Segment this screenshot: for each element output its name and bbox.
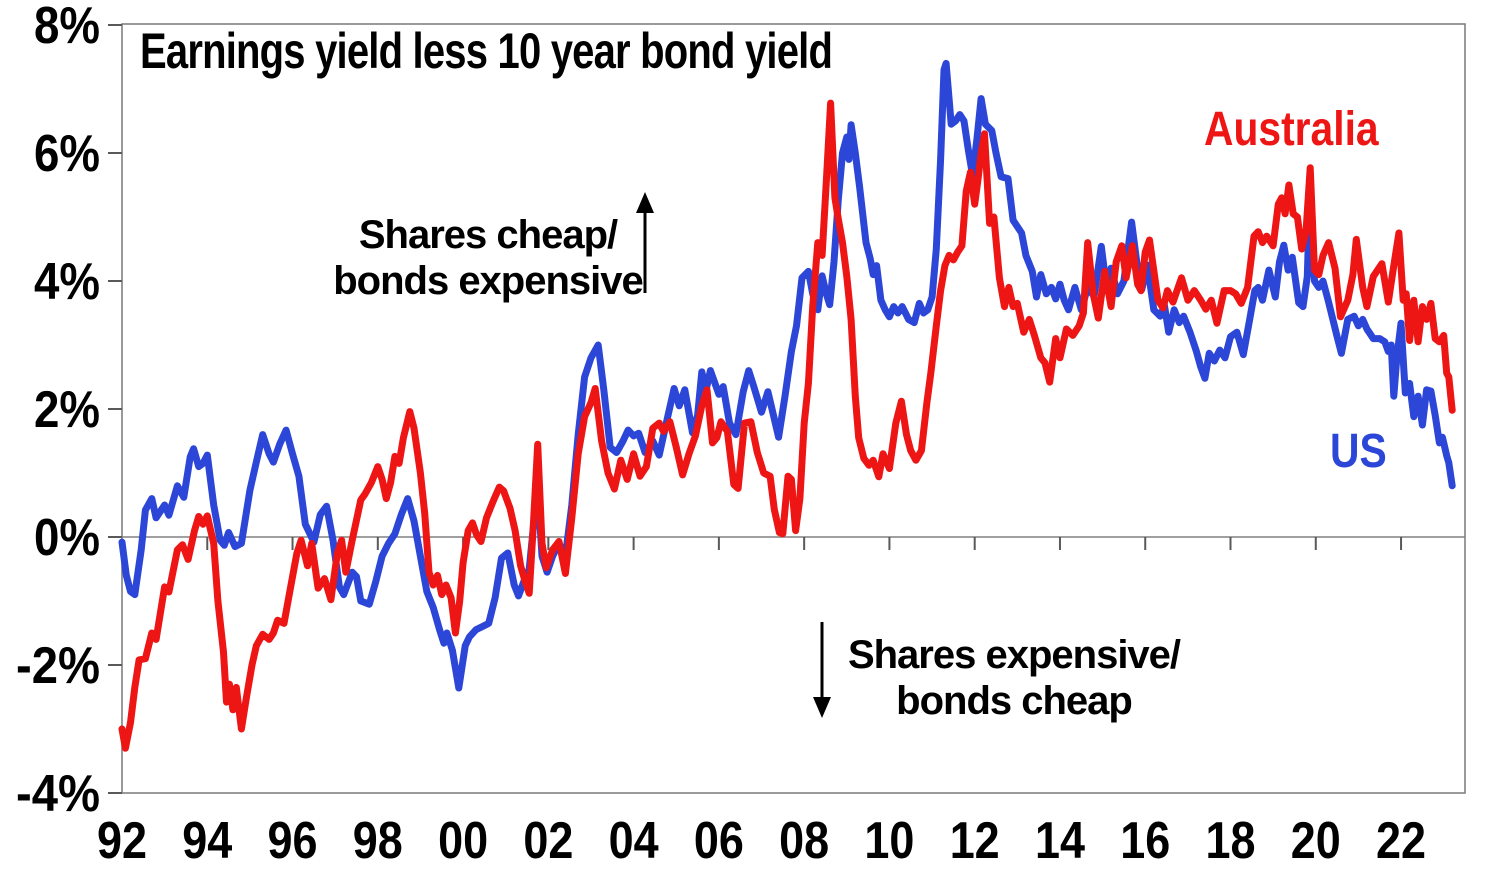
x-tick-label: 02 — [523, 812, 573, 870]
annotation-shares-cheap-line2: bonds expensive — [333, 259, 644, 303]
x-tick-label: 12 — [950, 812, 1000, 870]
x-tick-label: 98 — [353, 812, 403, 870]
x-tick-label: 10 — [864, 812, 914, 870]
annotation-shares-cheap: Shares cheap/ bonds expensive — [278, 212, 698, 304]
x-tick-label: 04 — [609, 812, 659, 870]
x-tick-label: 16 — [1120, 812, 1170, 870]
x-tick-label: 20 — [1291, 812, 1341, 870]
x-tick-label: 96 — [268, 812, 318, 870]
series-label-us: US — [1330, 425, 1387, 478]
x-axis-labels: 92 94 96 98 00 02 04 06 08 10 12 14 16 18 20 22 — [97, 812, 1426, 870]
series-lines — [118, 59, 1456, 752]
annotation-shares-expensive-line1: Shares expensive/ — [847, 633, 1181, 677]
x-tick-label: 06 — [694, 812, 744, 870]
y-tick-label: 4% — [34, 253, 100, 311]
y-tick-label: 6% — [34, 125, 100, 183]
series-label-australia: Australia — [1204, 103, 1379, 156]
y-tick-label: 8% — [34, 0, 100, 55]
us-line — [118, 59, 1456, 692]
chart-title: Earnings yield less 10 year bond yield — [140, 23, 833, 79]
y-axis-labels: 8% 6% 4% 2% 0% -2% -4% — [16, 0, 100, 823]
x-tick-label: 08 — [779, 812, 829, 870]
down-arrow-icon — [813, 622, 831, 718]
annotation-shares-expensive: Shares expensive/ bonds cheap — [808, 632, 1220, 724]
x-tick-label: 92 — [97, 812, 147, 870]
y-tick-label: -2% — [16, 637, 100, 695]
y-tick-label: 0% — [34, 509, 100, 567]
y-axis-ticks — [108, 24, 122, 794]
x-tick-label: 94 — [182, 812, 232, 870]
australia-line — [118, 99, 1456, 752]
x-tick-label: 00 — [438, 812, 488, 870]
annotation-shares-cheap-line1: Shares cheap/ — [358, 213, 618, 257]
y-tick-label: -4% — [16, 765, 100, 823]
y-tick-label: 2% — [34, 381, 100, 439]
x-tick-label: 14 — [1035, 812, 1085, 870]
annotation-shares-expensive-line2: bonds cheap — [896, 679, 1133, 723]
up-arrow-icon — [636, 192, 654, 293]
x-tick-label: 22 — [1376, 812, 1426, 870]
x-tick-label: 18 — [1206, 812, 1256, 870]
